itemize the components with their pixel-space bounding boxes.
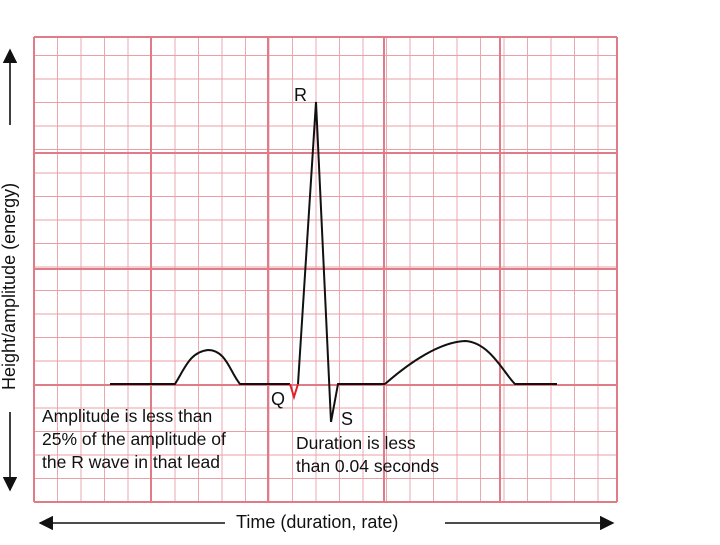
q-amplitude-note-line: 25% of the amplitude of [42,429,226,449]
q-duration-note: Duration is less than 0.04 seconds [296,432,439,478]
q-amplitude-note-line: the R wave in that lead [42,452,221,472]
q-amplitude-note: Amplitude is less than 25% of the amplit… [42,405,226,474]
r-wave-label: R [294,85,307,105]
x-axis-title: Time (duration, rate) [230,512,405,533]
r-wave-and-s-wave [297,101,385,423]
q-duration-note-line: than 0.04 seconds [296,456,440,476]
s-wave-label: S [341,409,354,429]
q-duration-note-line: Duration is less [296,433,416,453]
q-wave-label: Q [271,389,286,409]
ecg-trace [110,101,557,423]
t-wave-and-baseline [384,339,557,385]
p-wave-and-baseline [110,348,290,385]
q-wave [289,383,299,401]
y-axis-title: Height/amplitude (energy) [0,176,20,396]
q-amplitude-note-line: Amplitude is less than [42,406,213,426]
ecg-grid [33,36,618,503]
